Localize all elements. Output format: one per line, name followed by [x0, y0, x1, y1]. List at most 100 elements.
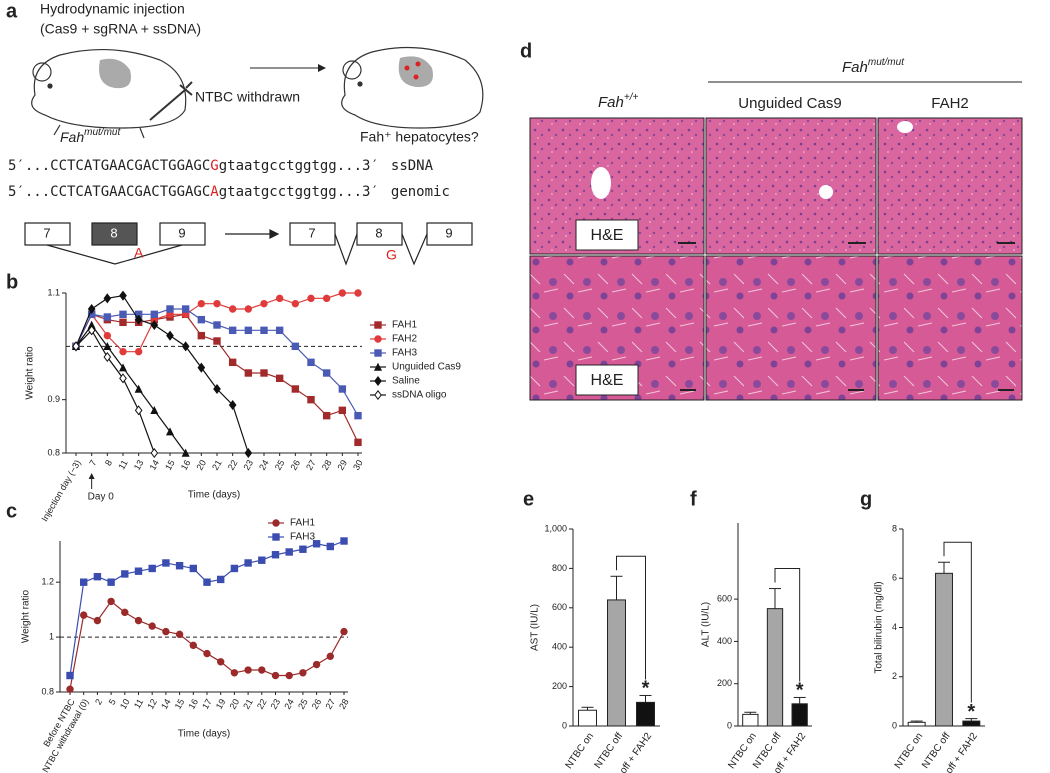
marker: [326, 542, 335, 551]
x-tick-label: 11: [132, 697, 145, 710]
column-header: Fah+/+: [598, 92, 638, 111]
genotype-label: Fahmut/mut: [60, 127, 121, 145]
marker: [244, 305, 253, 313]
x-tick-label: 23: [241, 458, 255, 472]
marker: [162, 627, 170, 636]
y-tick-label: 0.9: [47, 394, 60, 404]
marker: [150, 447, 159, 459]
x-tick-label: 14: [159, 697, 173, 711]
marker: [165, 427, 175, 436]
legend-label: ssDNA oligo: [392, 390, 447, 401]
marker: [228, 305, 237, 313]
marker: [275, 374, 284, 383]
x-tick-label: 20: [194, 458, 208, 472]
marker: [134, 405, 143, 416]
gene: Fah: [842, 59, 868, 76]
x-tick-label: 22: [255, 697, 269, 711]
panel-label: b: [6, 271, 18, 293]
marker: [181, 448, 190, 457]
marker: [291, 385, 300, 393]
seq-left: 5′...CCTCATGAACGACTGGAGC: [8, 184, 210, 200]
result-label: Fah⁺ hepatocytes?: [360, 129, 479, 145]
gene: Fah: [598, 94, 624, 111]
marker: [103, 313, 112, 321]
genotype: +/+: [624, 92, 639, 103]
marker: [271, 551, 280, 559]
marker: [134, 384, 143, 393]
marker: [134, 347, 143, 356]
y-tick-label: 800: [552, 563, 567, 573]
sequence: 5′...CCTCATGAACGACTGGAGCAgtaatgcctggtgg.…: [8, 184, 450, 200]
marker: [307, 358, 315, 367]
y-tick-label: 200: [717, 678, 732, 688]
marker: [354, 289, 362, 297]
series-line: [75, 295, 249, 454]
marker: [203, 649, 211, 658]
marker: [217, 575, 225, 584]
significance-bracket: [616, 555, 646, 680]
marker: [107, 597, 115, 606]
bar: [578, 709, 597, 727]
panel-label: f: [690, 488, 697, 510]
marker: [103, 331, 112, 340]
panel-label: a: [6, 0, 18, 22]
marker: [66, 685, 74, 693]
x-tick-label: 11: [116, 458, 129, 471]
series-line: [75, 313, 359, 443]
marker: [228, 326, 237, 335]
y-tick-label: 8: [892, 523, 897, 533]
y-tick-label: 0: [892, 720, 897, 730]
exon-label: 9: [445, 225, 452, 240]
genotype: mut/mut: [84, 127, 121, 138]
marker: [228, 399, 237, 411]
marker: [230, 669, 239, 677]
stain-label: H&E: [591, 372, 624, 389]
marker: [307, 294, 315, 303]
marker: [213, 321, 221, 329]
marker: [244, 369, 253, 377]
arrow-head: [318, 64, 326, 72]
exon-diagram: [24, 222, 473, 266]
marker: [107, 578, 115, 586]
exon-label: 7: [308, 225, 315, 240]
y-axis-label: Total bilirubin (mg/dl): [874, 581, 885, 673]
marker: [134, 616, 143, 625]
legend-marker: [374, 321, 382, 329]
y-axis-label: Weight ratio: [21, 589, 32, 643]
marker: [299, 669, 307, 677]
gene: Fah: [60, 129, 84, 145]
y-tick-label: 0.8: [47, 447, 60, 457]
x-tick-label: 7: [87, 458, 98, 467]
marker: [119, 290, 127, 301]
seq-type: genomic: [391, 184, 450, 200]
legend-label: FAH2: [392, 334, 417, 345]
exon-label: 8: [110, 225, 117, 240]
x-tick-label: 27: [323, 697, 337, 711]
marker: [197, 331, 206, 340]
marker: [148, 564, 156, 573]
marker: [213, 337, 221, 345]
legend-marker: [374, 349, 382, 357]
marker: [93, 616, 102, 625]
marker: [275, 294, 284, 303]
marker: [103, 351, 112, 363]
seq-base: G: [210, 158, 218, 174]
y-tick-label: 0.8: [41, 686, 54, 696]
x-tick-label: 16: [179, 458, 193, 472]
bar: [935, 572, 953, 727]
marker: [121, 570, 129, 578]
mouse-right: [341, 46, 484, 129]
x-tick-label: 30: [351, 458, 365, 472]
x-tick-label: 24: [257, 458, 271, 472]
marker: [119, 310, 127, 319]
marker: [181, 341, 190, 352]
y-tick-label: 1: [49, 631, 54, 641]
x-tick-label: 21: [241, 697, 255, 711]
stain-label: H&E: [591, 227, 624, 244]
annotation: Day 0: [88, 492, 115, 503]
x-tick-label: 17: [200, 697, 214, 711]
marker: [217, 658, 225, 666]
x-tick-label: 20: [228, 697, 242, 711]
marker: [148, 622, 156, 630]
exon-label: 9: [178, 225, 185, 240]
